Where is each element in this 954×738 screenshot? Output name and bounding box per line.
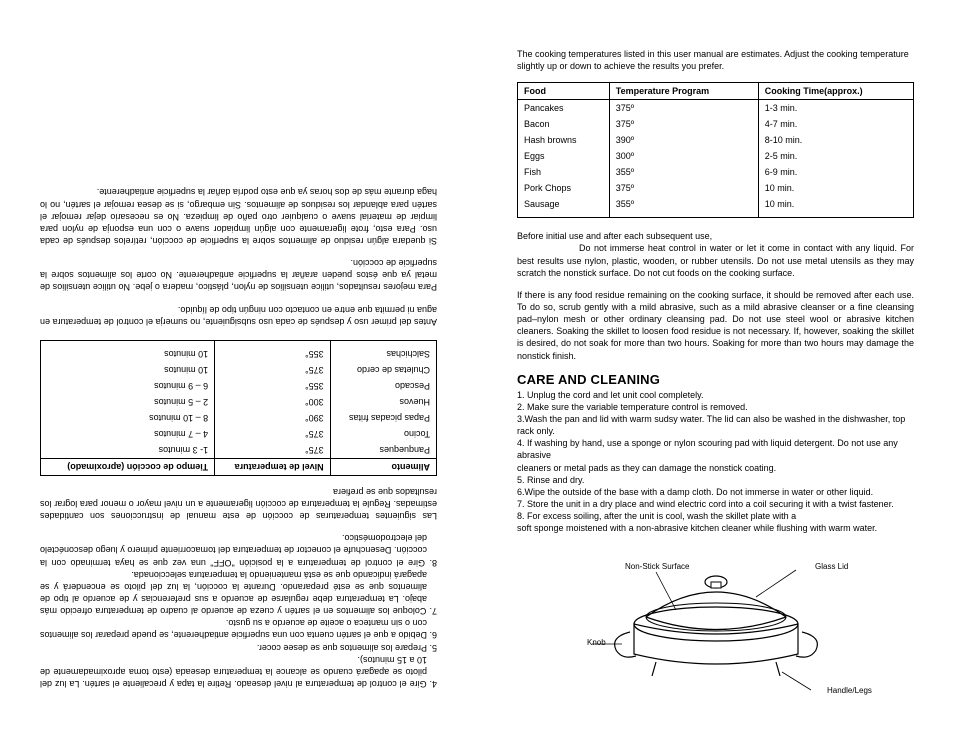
residue-para: If there is any food residue remaining o… bbox=[517, 289, 914, 362]
col-alimento: Alimento bbox=[330, 458, 436, 475]
col-food: Food bbox=[518, 83, 610, 100]
step-item: 7. Coloque los alimentos en el sartén y … bbox=[40, 569, 437, 618]
col-temp: Temperature Program bbox=[609, 83, 758, 100]
care-item: 6.Wipe the outside of the base with a da… bbox=[517, 486, 914, 498]
table-row: Sausage355º10 min. bbox=[518, 196, 914, 218]
intro-text: The cooking temperatures listed in this … bbox=[517, 48, 914, 72]
table-row: Pork Chops375º10 min. bbox=[518, 180, 914, 196]
before-use-para: Before initial use and after each subseq… bbox=[517, 230, 914, 279]
step-item: 5. Prepare los alimentos que se desee co… bbox=[40, 641, 437, 653]
col-time: Cooking Time(approx.) bbox=[758, 83, 913, 100]
care-item: 1. Unplug the cord and let unit cool com… bbox=[517, 389, 914, 401]
step-item: 8. Gire el control de temperatura a la p… bbox=[40, 532, 437, 568]
table-row: Panqueques375°1- 3 minutos bbox=[41, 442, 437, 459]
step-item: 6. Debido a que el sartén cuenta con una… bbox=[40, 617, 437, 641]
table-row: Fish355º6-9 min. bbox=[518, 164, 914, 180]
table-intro-es: Las siguientes temperaturas de cocción d… bbox=[40, 486, 437, 522]
care-item: 7. Store the unit in a dry place and win… bbox=[517, 498, 914, 510]
table-header-row: Alimento Nivel de temperatura Tiempo de … bbox=[41, 458, 437, 475]
care-item: 3.Wash the pan and lid with warm sudsy w… bbox=[517, 413, 914, 437]
label-handle-legs: Handle/Legs bbox=[827, 686, 872, 695]
care-item: 8. For excess soiling, after the unit is… bbox=[517, 510, 914, 522]
table-row: Papas picadas fritas390°8 – 10 minutos bbox=[41, 410, 437, 426]
cooking-table-en: Food Temperature Program Cooking Time(ap… bbox=[517, 82, 914, 218]
para-es-1: Antes del primer uso y después de cada u… bbox=[40, 303, 437, 327]
care-item: 4. If washing by hand, use a sponge or n… bbox=[517, 437, 914, 461]
care-item: cleaners or metal pads as they can damag… bbox=[517, 462, 914, 474]
step-item: 4. Gire el control de temperatura al niv… bbox=[40, 654, 437, 690]
table-header-row: Food Temperature Program Cooking Time(ap… bbox=[518, 83, 914, 100]
table-row: Tocino375°4 – 7 minutos bbox=[41, 426, 437, 442]
label-knob: Knob bbox=[587, 638, 606, 647]
care-item: 2. Make sure the variable temperature co… bbox=[517, 401, 914, 413]
skillet-diagram: Non-Stick Surface Glass Lid Knob Handle/… bbox=[517, 562, 914, 712]
col-nivel: Nivel de temperatura bbox=[215, 458, 330, 475]
label-nonstick: Non-Stick Surface bbox=[625, 562, 689, 571]
table-row: Eggs300º2-5 min. bbox=[518, 148, 914, 164]
left-page: 4. Gire el control de temperatura al niv… bbox=[0, 0, 477, 738]
table-row: Pescado355°6 – 9 minutos bbox=[41, 378, 437, 394]
before-use-line2: Do not immerse heat control in water or … bbox=[517, 243, 914, 277]
care-item: 5. Rinse and dry. bbox=[517, 474, 914, 486]
table-row: Salchichas355°10 minutos bbox=[41, 340, 437, 362]
table-row: Hash browns390º8-10 min. bbox=[518, 132, 914, 148]
right-page: The cooking temperatures listed in this … bbox=[477, 0, 954, 738]
care-cleaning-title: CARE AND CLEANING bbox=[517, 372, 914, 387]
label-glass-lid: Glass Lid bbox=[815, 562, 848, 571]
para-es-2: Para mejores resultados, utilice utensil… bbox=[40, 257, 437, 293]
steps-list-es: 4. Gire el control de temperatura al niv… bbox=[40, 532, 437, 690]
para-es-3: Si quedara algún residuo de alimentos so… bbox=[40, 186, 437, 247]
care-list: 1. Unplug the cord and let unit cool com… bbox=[517, 389, 914, 535]
cooking-table-es: Alimento Nivel de temperatura Tiempo de … bbox=[40, 340, 437, 476]
col-tiempo: Tiempo de cocción (aproximado) bbox=[41, 458, 215, 475]
skillet-svg bbox=[586, 562, 846, 702]
table-row: Pancakes375º1-3 min. bbox=[518, 100, 914, 117]
table-row: Chuletas de cerdo375°10 minutos bbox=[41, 362, 437, 378]
before-use-line1: Before initial use and after each subseq… bbox=[517, 231, 712, 241]
table-row: Huevos300°2 – 5 minutos bbox=[41, 394, 437, 410]
table-row: Bacon375º4-7 min. bbox=[518, 116, 914, 132]
care-item-trail: soft sponge moistened with a non-abrasiv… bbox=[517, 522, 914, 534]
